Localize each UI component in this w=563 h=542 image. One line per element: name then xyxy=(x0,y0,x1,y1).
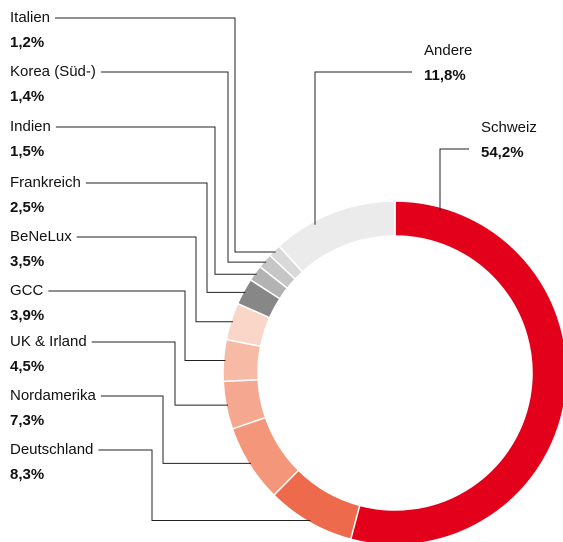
value-label: 1,5% xyxy=(10,143,44,160)
donut-segment xyxy=(349,200,563,542)
leader-line xyxy=(55,17,276,253)
leader-line xyxy=(76,236,233,323)
category-label: Korea (Süd-) xyxy=(10,63,96,80)
leader-line xyxy=(91,341,229,406)
leader-line xyxy=(100,395,251,464)
category-label: BeNeLux xyxy=(10,228,72,245)
category-label: Andere xyxy=(424,42,472,59)
leader-line xyxy=(85,182,246,293)
category-label: Nordamerika xyxy=(10,387,97,404)
leader-line xyxy=(48,290,226,361)
value-label: 3,5% xyxy=(10,253,44,270)
category-label: Italien xyxy=(10,9,50,26)
leader-line xyxy=(314,71,412,225)
value-label: 7,3% xyxy=(10,412,44,429)
leader-line xyxy=(100,71,267,263)
category-label: GCC xyxy=(10,282,44,299)
category-label: UK & Irland xyxy=(10,333,87,350)
category-label: Deutschland xyxy=(10,441,93,458)
leader-line xyxy=(55,126,257,275)
value-label: 3,9% xyxy=(10,307,44,324)
category-label: Indien xyxy=(10,118,51,135)
value-label: 1,4% xyxy=(10,88,44,105)
leader-line xyxy=(98,449,311,521)
value-label: 4,5% xyxy=(10,358,44,375)
value-label: 54,2% xyxy=(481,144,524,161)
category-label: Frankreich xyxy=(10,174,81,191)
value-label: 8,3% xyxy=(10,466,44,483)
value-label: 11,8% xyxy=(424,67,466,84)
value-label: 2,5% xyxy=(10,199,44,216)
leader-line xyxy=(439,148,469,211)
donut-segment xyxy=(277,200,396,273)
value-label: 1,2% xyxy=(10,34,44,51)
category-label: Schweiz xyxy=(481,119,537,136)
